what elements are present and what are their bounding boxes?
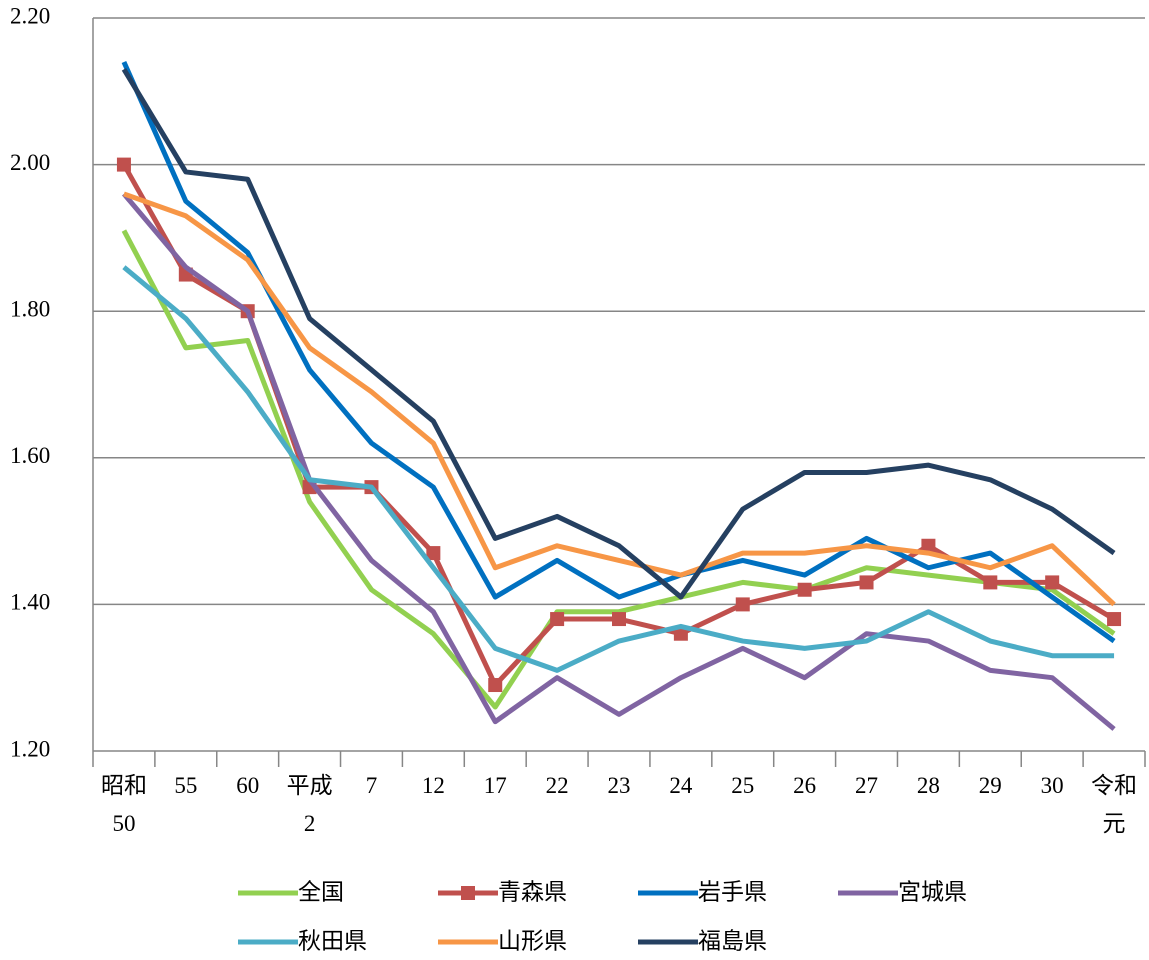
x-tick-label: 55 [174, 773, 198, 798]
x-tick-label: 27 [855, 773, 879, 798]
x-tick-label: 60 [236, 773, 260, 798]
series-marker [673, 626, 688, 641]
legend-label: 山形県 [498, 928, 567, 953]
y-tick-label: 2.20 [10, 3, 50, 28]
legend-label: 全国 [298, 879, 344, 904]
series-marker [983, 575, 998, 590]
x-tick-label: 令和 元 [1091, 773, 1138, 836]
y-tick-label: 1.60 [10, 443, 50, 468]
series-marker [735, 597, 750, 612]
series-marker [116, 157, 131, 172]
series-marker [797, 582, 812, 597]
x-tick-label: 25 [731, 773, 755, 798]
x-tick-label: 7 [365, 773, 378, 798]
x-tick-label: 23 [607, 773, 631, 798]
x-tick-label: 17 [483, 773, 507, 798]
x-tick-label: 29 [978, 773, 1002, 798]
legend-label: 秋田県 [298, 928, 367, 953]
legend-label: 宮城県 [898, 879, 967, 904]
series-marker [550, 612, 565, 627]
x-tick-label: 30 [1040, 773, 1064, 798]
x-tick-label: 平成 2 [286, 773, 333, 836]
x-tick-label: 28 [916, 773, 940, 798]
y-tick-label: 1.20 [10, 736, 50, 761]
legend-label: 青森県 [498, 879, 567, 904]
x-tick-label: 24 [669, 773, 693, 798]
y-tick-label: 1.80 [10, 296, 50, 321]
series-marker [1107, 612, 1122, 627]
y-tick-label: 2.00 [10, 150, 50, 175]
series-marker [612, 612, 626, 627]
series-marker [859, 575, 874, 590]
legend-label: 岩手県 [698, 879, 767, 904]
legend-label: 福島県 [698, 928, 767, 953]
series-line [121, 60, 1116, 644]
series-marker [921, 538, 936, 553]
y-tick-label: 1.40 [10, 590, 50, 615]
series-marker [1045, 575, 1060, 590]
x-tick-label: 26 [793, 773, 817, 798]
series-line [121, 68, 1116, 600]
series-line [122, 265, 1115, 673]
series-line [123, 191, 1116, 607]
x-tick-label: 昭和 50 [100, 773, 147, 836]
series-line [122, 192, 1116, 731]
x-tick-label: 12 [421, 773, 445, 798]
legend-marker [461, 886, 475, 900]
x-tick-label: 22 [545, 773, 569, 798]
series-marker [488, 678, 503, 693]
series-marker [426, 546, 441, 561]
